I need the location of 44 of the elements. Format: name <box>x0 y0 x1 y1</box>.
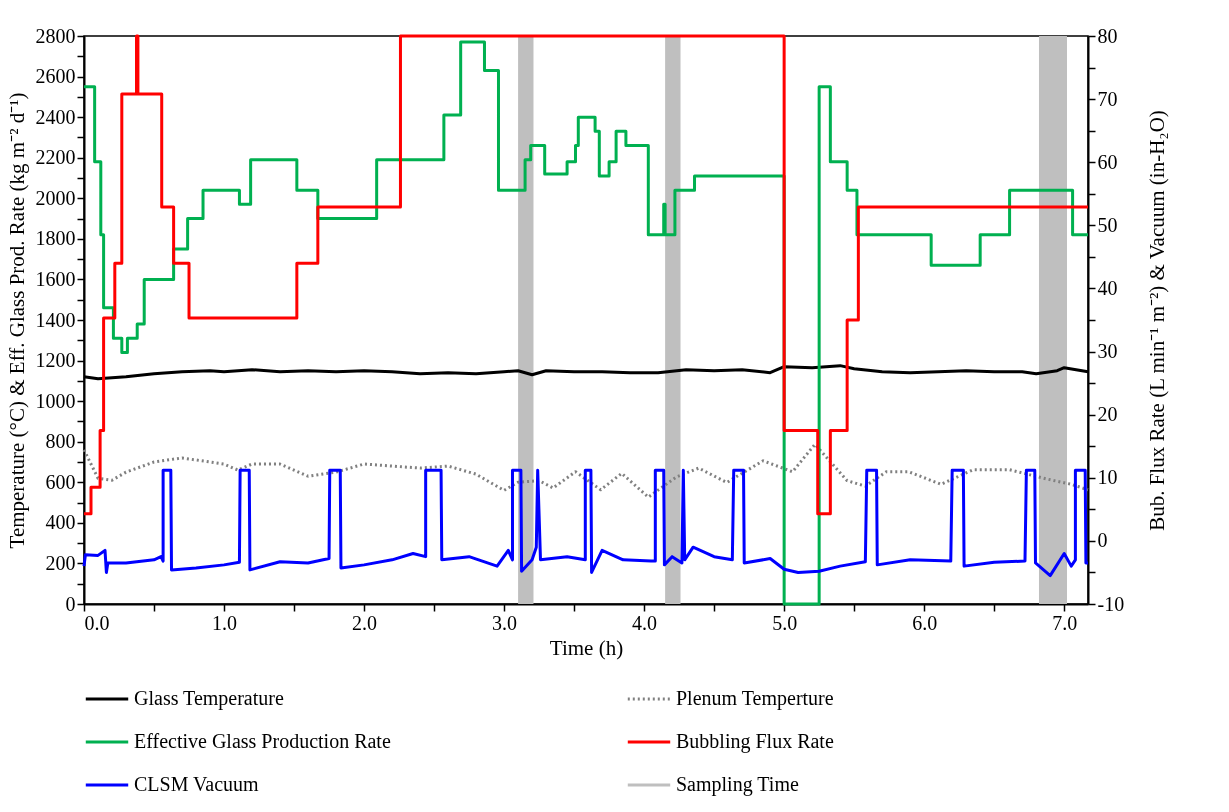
y-axis-title: Temperature (°C) & Eff. Glass Prod. Rate (kg m⁻² d⁻¹) <box>4 92 29 549</box>
line-series <box>82 468 1090 578</box>
y-tick-label: 1600 <box>35 267 76 290</box>
y2-tick-label: 70 <box>1097 87 1118 110</box>
x-tick-label: 5.0 <box>772 611 798 634</box>
y2-tick-label: 0 <box>1097 529 1108 552</box>
x-axis-title: Time (h) <box>549 635 624 660</box>
y-tick-label: 1800 <box>35 227 76 250</box>
y2-tick-label: 60 <box>1097 150 1118 173</box>
y-tick-label: 400 <box>45 511 76 534</box>
y-tick-label: 2400 <box>35 105 76 128</box>
y2-tick-label: 20 <box>1097 403 1118 426</box>
x-tick-label: 7.0 <box>1052 611 1078 634</box>
y-tick-label: 600 <box>45 470 76 493</box>
y-tick-label: 800 <box>45 430 76 453</box>
legend-label: Effective Glass Production Rate <box>134 730 391 752</box>
y-tick-label: 2800 <box>35 24 76 47</box>
y2-tick-label: 50 <box>1097 213 1118 236</box>
x-tick-label: 0.0 <box>84 611 110 634</box>
y2-tick-label: 40 <box>1097 276 1118 299</box>
legend-label: CLSM Vacuum <box>134 773 260 795</box>
y-tick-label: 2000 <box>35 186 76 209</box>
y2-axis-title: Bub. Flux Rate (L min⁻¹ m⁻²) & Vacuum (in-H₂O) <box>1145 110 1170 531</box>
line-series <box>82 442 1090 499</box>
x-tick-label: 1.0 <box>212 611 238 634</box>
y2-tick-label: 10 <box>1097 466 1118 489</box>
y-tick-label: 2200 <box>35 146 76 169</box>
legend-label: Bubbling Flux Rate <box>676 730 834 753</box>
y2-tick-label: 80 <box>1097 24 1118 47</box>
y-tick-label: 200 <box>45 551 76 574</box>
y-tick-label: 1000 <box>35 389 76 412</box>
legend-label: Glass Temperature <box>134 687 284 710</box>
x-tick-label: 3.0 <box>492 611 518 634</box>
y2-tick-label: 30 <box>1097 340 1118 363</box>
y-tick-label: 1400 <box>35 308 76 331</box>
legend-label: Plenum Temperture <box>676 687 834 710</box>
y-tick-label: 1200 <box>35 349 76 372</box>
y-tick-label: 0 <box>65 592 76 615</box>
x-tick-label: 2.0 <box>352 611 378 634</box>
x-tick-label: 6.0 <box>912 611 938 634</box>
y-tick-label: 2600 <box>35 65 76 88</box>
y2-tick-label: -10 <box>1097 592 1125 615</box>
legend-label: Sampling Time <box>676 773 799 796</box>
x-tick-label: 4.0 <box>632 611 658 634</box>
